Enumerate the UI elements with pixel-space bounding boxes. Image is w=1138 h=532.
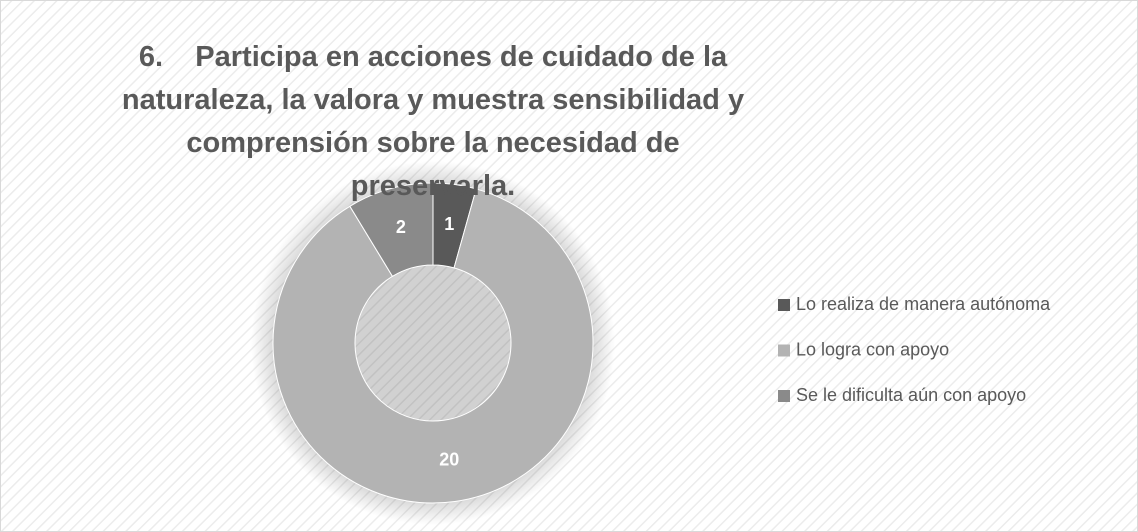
data-label: 2	[396, 217, 406, 237]
legend-swatch	[778, 299, 790, 311]
legend-swatch	[778, 344, 790, 357]
data-label: 1	[444, 214, 454, 234]
legend-label: Lo realiza de manera autónoma	[796, 294, 1051, 314]
data-label: 20	[439, 450, 459, 470]
donut-slice	[349, 182, 434, 278]
legend-swatch	[778, 390, 790, 402]
legend-label: Lo logra con apoyo	[796, 339, 949, 359]
legend-label: Se le dificulta aún con apoyo	[796, 385, 1026, 405]
chart-title: 6. Participa en acciones de cuidado de l…	[121, 41, 753, 202]
donut-slice	[272, 188, 594, 504]
